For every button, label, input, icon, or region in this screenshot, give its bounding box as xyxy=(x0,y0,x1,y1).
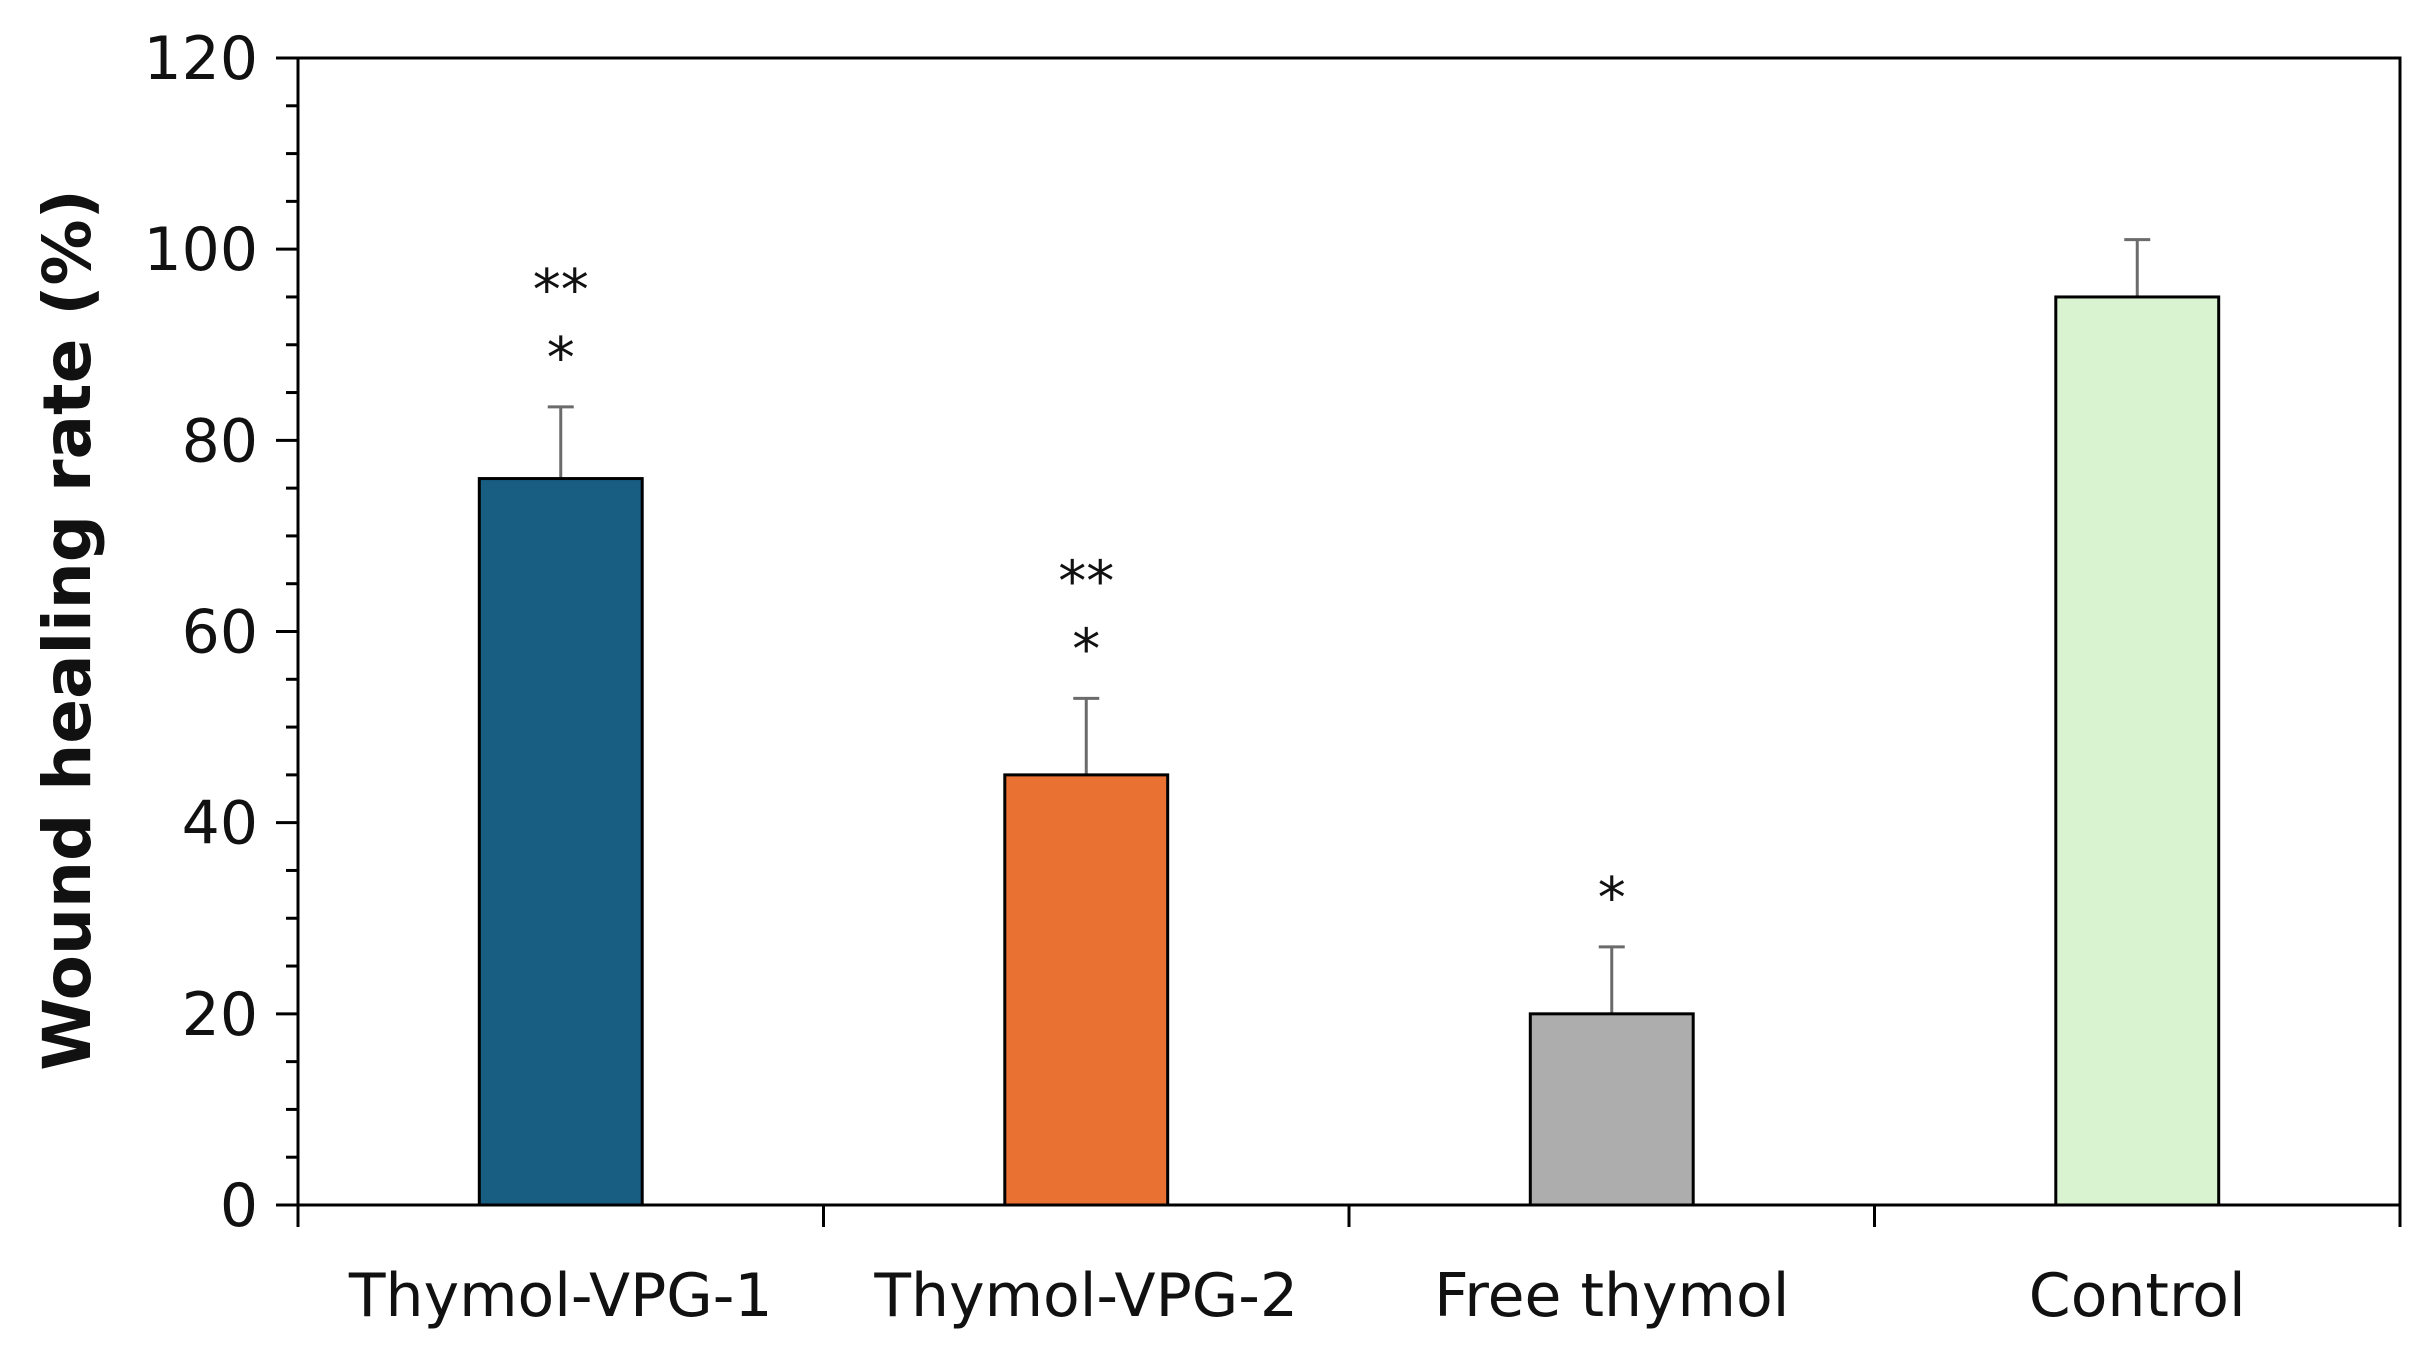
bar-control xyxy=(2054,295,2221,1207)
significance-markers: ******* xyxy=(533,258,1626,931)
bar-thymol-vpg-2 xyxy=(1003,773,1170,1207)
error-bars xyxy=(547,238,2151,1014)
y-tick-label: 120 xyxy=(143,24,258,94)
x-label-thymol-vpg-2: Thymol-VPG-2 xyxy=(873,1261,1298,1331)
y-tick-label: 80 xyxy=(182,406,258,476)
x-label-free-thymol: Free thymol xyxy=(1434,1261,1789,1331)
significance-thymol-vpg-1: * xyxy=(547,326,575,391)
significance-thymol-vpg-2: * xyxy=(1072,617,1100,682)
x-category-ticks xyxy=(296,1205,2402,1227)
bar-thymol-vpg-1 xyxy=(477,477,644,1207)
y-tick-label: 40 xyxy=(182,789,258,859)
x-category-labels: Thymol-VPG-1 Thymol-VPG-2 Free thymol Contr… xyxy=(348,1261,2246,1331)
y-tick-label: 60 xyxy=(182,598,258,668)
y-tick-labels: 0 20 40 60 80 100 120 xyxy=(143,24,258,1241)
y-major-ticks xyxy=(276,56,298,1207)
y-tick-label: 100 xyxy=(143,215,258,285)
x-label-control: Control xyxy=(2029,1261,2246,1331)
y-axis-title: Wound healing rate (%) xyxy=(29,189,106,1071)
y-tick-label: 0 xyxy=(220,1171,258,1241)
significance-free-thymol: * xyxy=(1598,866,1626,931)
bar-free-thymol xyxy=(1528,1012,1695,1207)
y-minor-ticks xyxy=(286,104,298,1159)
bars xyxy=(477,295,2221,1207)
significance-thymol-vpg-2: ** xyxy=(1058,549,1114,614)
y-tick-label: 20 xyxy=(182,980,258,1050)
x-label-thymol-vpg-1: Thymol-VPG-1 xyxy=(348,1261,773,1331)
significance-thymol-vpg-1: ** xyxy=(533,258,589,323)
